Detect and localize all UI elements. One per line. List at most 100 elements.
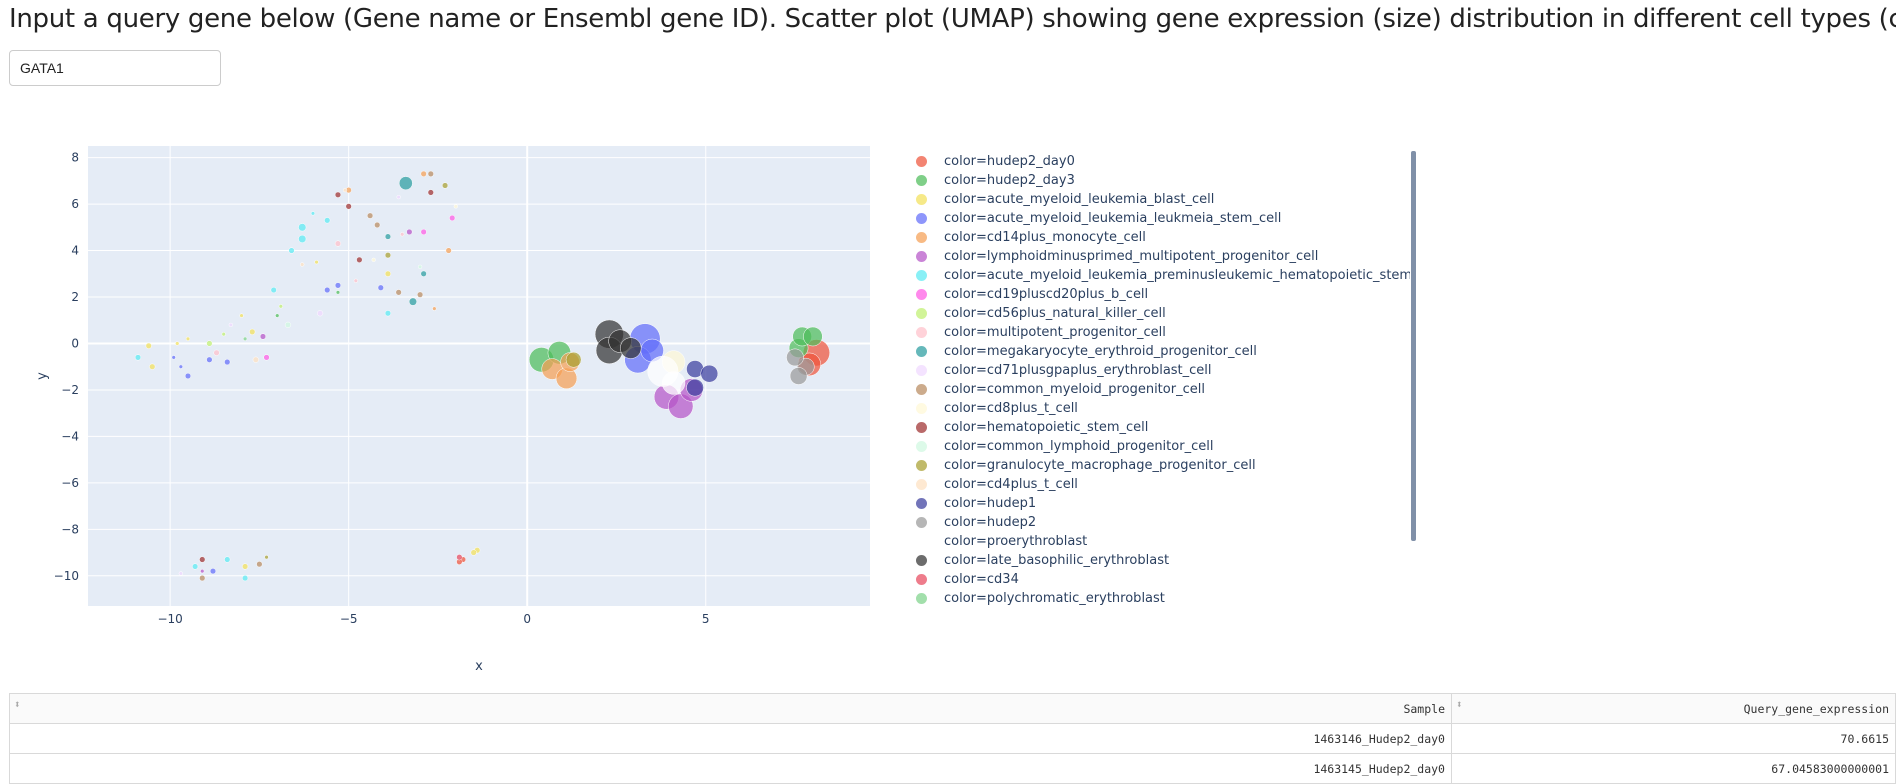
scatter-point[interactable]	[224, 556, 231, 563]
scatter-point[interactable]	[239, 313, 244, 318]
scatter-point[interactable]	[396, 194, 401, 200]
scatter-point[interactable]	[398, 176, 413, 191]
scatter-point[interactable]	[264, 555, 269, 560]
legend-item[interactable]: color=cd71plusgpaplus_erythroblast_cell	[910, 361, 1410, 380]
legend-item[interactable]: color=common_lymphoid_progenitor_cell	[910, 437, 1410, 456]
legend-item[interactable]: color=acute_myeloid_leukemia_blast_cell	[910, 190, 1410, 209]
scatter-point[interactable]	[310, 211, 316, 216]
scatter-point[interactable]	[374, 221, 381, 229]
scatter-point[interactable]	[278, 304, 283, 309]
scatter-point[interactable]	[192, 563, 199, 570]
scatter-point[interactable]	[384, 233, 392, 240]
scatter-point[interactable]	[171, 355, 176, 360]
scatter-point[interactable]	[395, 289, 402, 296]
legend-item[interactable]: color=multipotent_progenitor_cell	[910, 323, 1410, 342]
legend-item[interactable]: color=hematopoietic_stem_cell	[910, 418, 1410, 437]
gene-query-input[interactable]	[9, 50, 221, 86]
scatter-point[interactable]	[185, 336, 191, 341]
scatter-point[interactable]	[242, 575, 249, 582]
legend-item[interactable]: color=polychromatic_erythroblast	[910, 589, 1410, 608]
scatter-point[interactable]	[417, 264, 423, 269]
scatter-point[interactable]	[242, 336, 248, 341]
scatter-point[interactable]	[366, 212, 374, 219]
scatter-point[interactable]	[427, 189, 434, 196]
scatter-point[interactable]	[314, 260, 319, 265]
scatter-point[interactable]	[420, 170, 427, 177]
scatter-point[interactable]	[335, 290, 341, 295]
scatter-point[interactable]	[427, 170, 434, 177]
scatter-point[interactable]	[620, 337, 642, 359]
legend-item[interactable]: color=cd14plus_monocyte_cell	[910, 228, 1410, 247]
scatter-point[interactable]	[456, 554, 463, 561]
legend-item[interactable]: color=cd34	[910, 570, 1410, 589]
scatter-point[interactable]	[324, 217, 331, 224]
plot-area[interactable]	[88, 146, 870, 606]
legend-item[interactable]: color=cd4plus_t_cell	[910, 475, 1410, 494]
sort-icon[interactable]: ⬍	[1456, 698, 1463, 711]
legend-scrollbar[interactable]	[1411, 151, 1416, 541]
scatter-point[interactable]	[420, 270, 427, 277]
scatter-point[interactable]	[145, 342, 152, 349]
scatter-point[interactable]	[199, 575, 206, 582]
legend-item[interactable]: color=cd56plus_natural_killer_cell	[910, 304, 1410, 323]
scatter-point[interactable]	[221, 332, 226, 337]
scatter-point[interactable]	[334, 282, 342, 289]
scatter-point[interactable]	[298, 234, 307, 243]
scatter-point[interactable]	[263, 354, 270, 361]
scatter-point[interactable]	[275, 313, 280, 318]
column-header-sample[interactable]: ⬍ Sample	[9, 694, 1451, 723]
scatter-point[interactable]	[259, 333, 267, 340]
umap-scatter-plot[interactable]: −10 −5 0 5 8 6 4 2 0 −2 −4 −6 −8 −10 x y	[0, 130, 880, 670]
scatter-point[interactable]	[406, 228, 413, 236]
column-header-expression[interactable]: ⬍ Query_gene_expression	[1451, 694, 1896, 723]
scatter-point[interactable]	[298, 223, 307, 232]
legend-item[interactable]: color=megakaryocyte_erythroid_progenitor…	[910, 342, 1410, 361]
scatter-point[interactable]	[242, 563, 249, 570]
scatter-point[interactable]	[300, 262, 305, 267]
scatter-point[interactable]	[252, 356, 259, 363]
legend-item[interactable]: color=acute_myeloid_leukemia_leukmeia_st…	[910, 209, 1410, 228]
scatter-point[interactable]	[686, 378, 704, 397]
scatter-point[interactable]	[334, 240, 342, 247]
scatter-point[interactable]	[224, 358, 231, 366]
legend-item[interactable]: color=lymphoidminusprimed_multipotent_pr…	[910, 247, 1410, 266]
scatter-point[interactable]	[178, 571, 183, 576]
scatter-point[interactable]	[384, 310, 392, 317]
scatter-point[interactable]	[342, 187, 348, 193]
scatter-point[interactable]	[661, 371, 686, 395]
scatter-point[interactable]	[789, 367, 808, 385]
scatter-point[interactable]	[565, 351, 582, 368]
sort-icon[interactable]: ⬍	[14, 698, 21, 711]
scatter-point[interactable]	[200, 569, 205, 574]
scatter-point[interactable]	[178, 364, 183, 369]
scatter-point[interactable]	[803, 326, 823, 347]
scatter-point[interactable]	[786, 348, 804, 367]
scatter-point[interactable]	[249, 328, 256, 335]
legend-item[interactable]: color=hudep2_day3	[910, 171, 1410, 190]
legend-item[interactable]: color=hudep1	[910, 494, 1410, 513]
scatter-point[interactable]	[134, 354, 142, 361]
scatter-point[interactable]	[284, 321, 292, 328]
scatter-point[interactable]	[175, 341, 180, 346]
scatter-point[interactable]	[384, 252, 392, 259]
scatter-point[interactable]	[228, 322, 233, 328]
scatter-point[interactable]	[199, 556, 206, 563]
scatter-point[interactable]	[353, 278, 358, 283]
scatter-point[interactable]	[206, 340, 213, 347]
scatter-point[interactable]	[356, 256, 363, 263]
legend-item[interactable]: color=hudep2_day0	[910, 152, 1410, 171]
scatter-point[interactable]	[345, 203, 352, 210]
legend-item[interactable]: color=hudep2	[910, 513, 1410, 532]
scatter-point[interactable]	[400, 232, 405, 237]
legend-item[interactable]: color=cd19pluscd20plus_b_cell	[910, 285, 1410, 304]
scatter-point[interactable]	[270, 286, 277, 294]
scatter-point[interactable]	[449, 214, 456, 222]
scatter-point[interactable]	[470, 549, 477, 556]
scatter-point[interactable]	[334, 191, 342, 198]
scatter-point[interactable]	[445, 247, 452, 254]
scatter-point[interactable]	[206, 356, 213, 363]
legend-item[interactable]: color=proerythroblast	[910, 532, 1410, 551]
legend-item[interactable]: color=late_basophilic_erythroblast	[910, 551, 1410, 570]
legend-item[interactable]: color=common_myeloid_progenitor_cell	[910, 380, 1410, 399]
scatter-point[interactable]	[213, 349, 220, 356]
